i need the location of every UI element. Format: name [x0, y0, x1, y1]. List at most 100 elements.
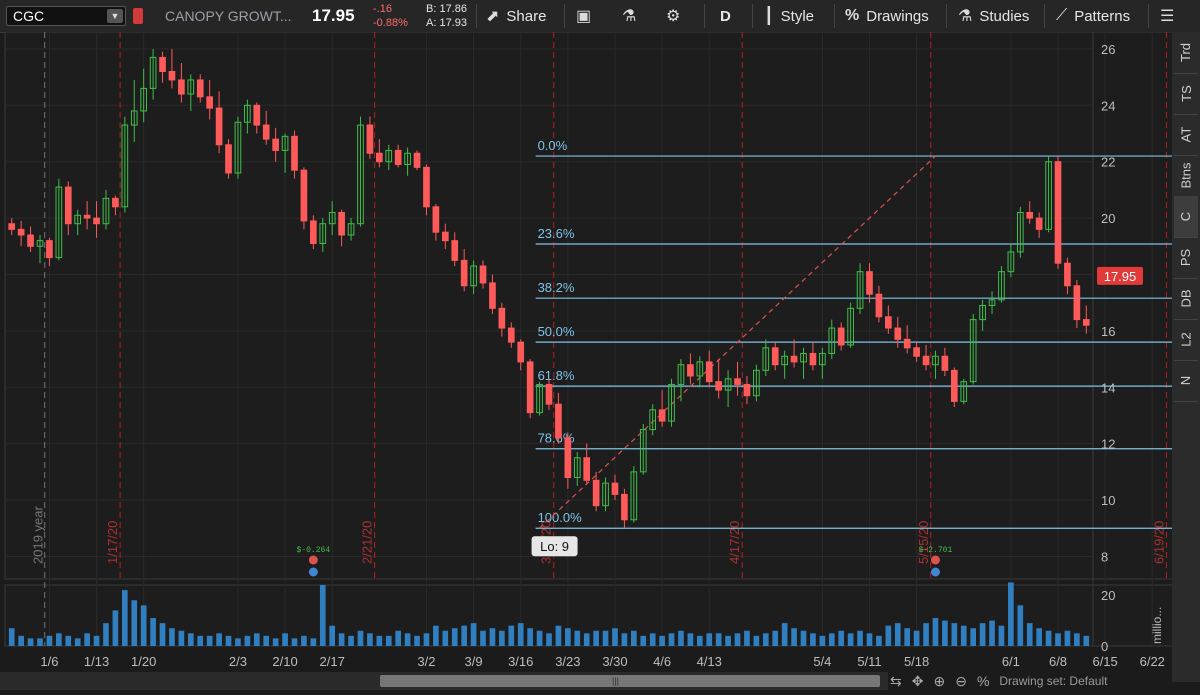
drawings-label: Drawings	[866, 7, 929, 25]
price-tick-label: 16	[1101, 324, 1115, 339]
sidebar-tab-db[interactable]: DB	[1174, 278, 1198, 320]
zoom-out-icon[interactable]: ⊖	[955, 672, 967, 689]
drawing-set-label[interactable]: Drawing set: Default	[999, 674, 1108, 688]
volume-bar	[404, 633, 411, 646]
volume-bar	[187, 633, 194, 646]
candle-body	[621, 493, 628, 521]
candle-body	[423, 166, 430, 208]
volume-bar	[442, 630, 449, 646]
candle	[753, 364, 760, 402]
candle-body	[347, 223, 355, 236]
price-tick-label: 24	[1101, 98, 1115, 113]
candle-body	[526, 361, 534, 414]
sidebar-tab-ps[interactable]: PS	[1174, 237, 1198, 279]
volume-bar	[84, 633, 90, 646]
chevron-down-icon[interactable]: ▼	[107, 9, 123, 23]
studies-flask-button[interactable]: ⚗	[622, 0, 643, 32]
candle-body	[790, 355, 798, 363]
candle	[338, 209, 345, 247]
candle-body	[866, 271, 873, 295]
sidebar-tab-c[interactable]: C	[1174, 196, 1198, 238]
candle-body	[960, 381, 968, 402]
toolbar-divider	[946, 4, 947, 28]
volume-bar	[857, 630, 863, 646]
sidebar-tab-at[interactable]: AT	[1174, 114, 1198, 156]
scrollbar-thumb[interactable]: |||	[380, 675, 880, 687]
candle	[847, 302, 854, 348]
candle-body	[1026, 211, 1034, 219]
volume-bar	[216, 633, 222, 646]
candle	[17, 220, 25, 247]
candle	[564, 432, 572, 489]
volume-bar	[433, 625, 439, 646]
last-price-label: 17.95	[1104, 269, 1137, 284]
menu-button[interactable]: ☰	[1160, 0, 1181, 32]
volume-bar	[206, 635, 213, 646]
chart-toolbar: CGC ▼ CANOPY GROWT... 17.95 -.16 -0.88% …	[0, 0, 1200, 33]
candle	[555, 392, 562, 444]
studies-button[interactable]: ⚗ Studies	[958, 0, 1029, 32]
candle	[27, 226, 34, 252]
price-chart[interactable]: 2019 year1/17/202/21/203/20/204/17/205/1…	[0, 32, 1180, 690]
aggregation-button[interactable]: D	[720, 7, 731, 25]
sidebar-tab-label: AT	[1178, 126, 1194, 143]
volume-bar	[8, 628, 15, 646]
volume-bar	[489, 628, 496, 646]
crosshair-icon[interactable]: ✥	[911, 672, 924, 689]
candle	[187, 74, 195, 111]
candle-body	[932, 355, 939, 366]
candle-body	[376, 152, 383, 163]
volume-bar	[894, 623, 901, 646]
time-tick-label: 5/11	[857, 654, 881, 669]
candle-body	[36, 240, 44, 247]
patterns-button[interactable]: ⟋ Patterns	[1056, 0, 1130, 32]
style-button[interactable]: ┃ Style	[764, 0, 814, 32]
volume-bar	[866, 633, 873, 646]
candle	[168, 48, 176, 89]
candle-body	[564, 437, 572, 478]
dividend-marker-icon	[308, 567, 318, 577]
symbol-field[interactable]: CGC ▼	[6, 6, 126, 26]
volume-bar	[357, 630, 364, 646]
candle-body	[611, 482, 619, 495]
candle-body	[583, 457, 591, 481]
pan-icon[interactable]: ⇆	[890, 672, 902, 689]
volume-bar	[583, 633, 590, 646]
sidebar-tab-trd[interactable]: Trd	[1174, 32, 1198, 74]
candle-body	[291, 135, 298, 171]
volume-bar	[423, 633, 430, 646]
chart-settings-button[interactable]: ▣	[576, 0, 598, 32]
sidebar-tab-n[interactable]: N	[1174, 360, 1198, 402]
candle-body	[847, 307, 854, 346]
candle-body	[517, 341, 525, 363]
time-tick-label: 5/18	[904, 654, 929, 669]
zoom-in-icon[interactable]: ⊕	[933, 672, 946, 689]
candle	[1026, 201, 1034, 224]
percent-icon[interactable]: %	[976, 673, 990, 689]
volume-bar	[621, 633, 628, 646]
candle	[517, 339, 525, 371]
candle	[319, 218, 327, 252]
fib-percent-label: 61.8%	[538, 368, 575, 383]
candle	[894, 316, 902, 348]
candle	[885, 305, 892, 334]
candle-body	[705, 361, 713, 383]
share-button[interactable]: ⬈ Share	[486, 0, 546, 32]
sidebar-tab-label: C	[1178, 211, 1194, 222]
time-tick-label: 1/6	[40, 654, 58, 669]
sidebar-tab-ts[interactable]: TS	[1174, 73, 1198, 115]
volume-bar	[631, 630, 637, 646]
sidebar-tab-l2[interactable]: L2	[1174, 319, 1198, 361]
candle-body	[1082, 319, 1090, 326]
candle	[196, 74, 204, 103]
candle-body	[262, 124, 270, 140]
symbol-link-icon[interactable]	[133, 0, 143, 32]
trendline[interactable]	[539, 155, 936, 529]
sidebar-tab-btns[interactable]: Btns	[1174, 155, 1198, 197]
candle	[903, 325, 911, 354]
volume-bar	[131, 600, 138, 646]
settings-button[interactable]: ⚙	[666, 0, 687, 32]
drawings-button[interactable]: % Drawings	[845, 0, 929, 32]
volume-bar	[1055, 633, 1061, 646]
time-scrollbar[interactable]: |||	[0, 672, 888, 690]
